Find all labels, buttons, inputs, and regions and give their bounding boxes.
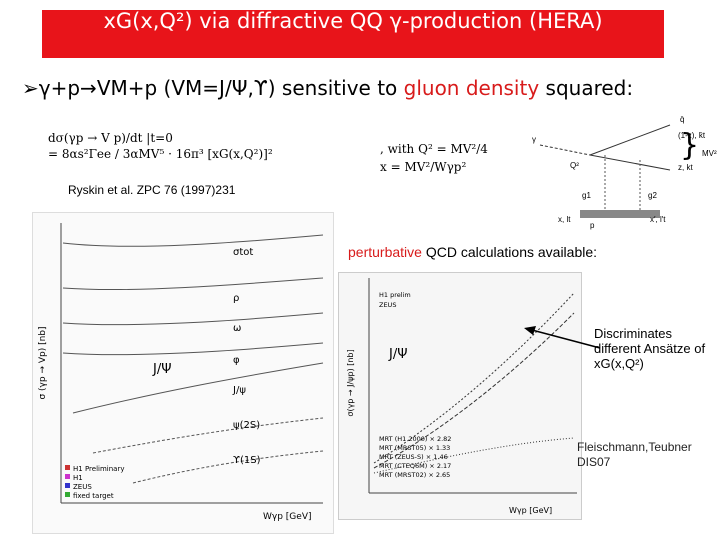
quark-line	[589, 124, 671, 156]
annotation: Discriminates different Ansätze of xG(x,…	[594, 326, 706, 371]
legend-entry: ZEUS	[73, 483, 92, 491]
curve	[62, 234, 324, 247]
x-axis-label: Wγp [GeV]	[263, 512, 312, 522]
curve	[373, 312, 575, 469]
note: perturbative QCD calculations available:	[348, 244, 597, 260]
right-plot-graphic: σ(γp → J/ψp) [nb] Wγp [GeV] J/Ψ H1 prelim ZE…	[346, 278, 577, 515]
curve-label: ϒ(1S)	[233, 455, 261, 466]
y-axis-label: σ (γp → Vp) [nb]	[38, 326, 48, 399]
formula: dσ(γp → V p)/dt |t=0 = 8αs²Γee / 3αMV⁵ ·…	[48, 130, 378, 162]
bullet-highlight: gluon density	[403, 76, 540, 100]
curve-label: ψ(2S)	[233, 420, 260, 431]
left-plot-graphic: σ (γp → Vp) [nb] Wγp [GeV] σtot ρ ω φ J/ψ ψ(2S)…	[38, 223, 324, 522]
diagram-label: (1-z), k̄t	[678, 131, 706, 140]
diagram-label: g2	[648, 191, 657, 200]
diagram-label: q̄	[680, 115, 685, 124]
feynman-diagram: } q̄ (1-z), k̄t Q² z, kt g1 g2 x, lt x′, l′t p MV…	[532, 115, 717, 230]
formula-q2: Q² = MV²/4	[418, 142, 488, 156]
curve	[132, 450, 324, 484]
diagram-label: g1	[582, 191, 591, 200]
curve	[62, 277, 324, 291]
diagram-label: z, kt	[678, 163, 693, 172]
title: xG(x,Q²) via diffractive QQ̄ γ-productio…	[42, 10, 664, 58]
bullet-marker: ➢	[22, 76, 39, 100]
curve	[373, 437, 575, 474]
legend-entry: H1 prelim	[379, 291, 411, 299]
y-axis-label: σ(γp → J/ψp) [nb]	[346, 349, 355, 416]
formula-conditions: , with Q² = MV²/4 x = MV²/Wγp²	[380, 140, 488, 176]
bullet-text: γ+p→VM+p (VM=J/Ψ,ϒ) sensitive to	[38, 76, 404, 100]
jpsi-label: J/Ψ	[152, 362, 171, 377]
note-text: QCD calculations available:	[421, 244, 598, 260]
left-plot: σ (γp → Vp) [nb] Wγp [GeV] σtot ρ ω φ J/ψ ψ(2S)…	[32, 212, 334, 534]
bullet: ➢γ+p→VM+p (VM=J/Ψ,ϒ) sensitive to gluon …	[22, 76, 662, 100]
reference: Ryskin et al. ZPC 76 (1997)231	[68, 183, 236, 197]
formula-lhs: dσ(γp → V p)/dt |t=0	[48, 131, 173, 145]
x-axis-label: Wγp [GeV]	[509, 506, 552, 515]
formula-x: x = MV²/Wγp²	[380, 160, 467, 174]
curve	[62, 312, 324, 326]
curve	[373, 292, 575, 464]
curve	[72, 362, 324, 414]
diagram-label: Q²	[570, 161, 579, 170]
legend-swatch	[65, 465, 70, 470]
note-highlight: perturbative	[348, 244, 422, 260]
diagram-label: x, lt	[558, 215, 571, 224]
legend-entry: MRT (MRST05) × 1.33	[379, 444, 450, 452]
jpsi-label: J/Ψ	[388, 347, 407, 362]
diagram-label: p	[590, 221, 595, 230]
bullet-text: squared:	[539, 76, 634, 100]
brace: }	[680, 128, 699, 163]
curve-label: ω	[233, 323, 241, 334]
legend-entry: MRT (MRST02) × 2.65	[379, 471, 450, 479]
curve-label: φ	[233, 355, 240, 366]
curve-label: σtot	[233, 247, 253, 258]
formula-with: , with	[380, 142, 415, 156]
formula-rhs: = 8αs²Γee / 3αMV⁵ · 16π³ [xG(x,Q²)]²	[48, 147, 273, 161]
legend-entry: MRT (ZEUS-S) × 1.46	[379, 453, 448, 461]
legend-entry: ZEUS	[379, 301, 396, 309]
curve-label: J/ψ	[232, 385, 246, 396]
diagram-label: x′, l′t	[650, 215, 666, 224]
arrow	[524, 326, 601, 349]
citation: Fleischmann,Teubner DIS07	[577, 440, 692, 469]
quark-line	[589, 154, 671, 171]
legend-entry: H1	[73, 474, 83, 482]
photon-line	[539, 144, 591, 156]
legend-entry: MRT (H1 2000) × 2.82	[379, 435, 451, 443]
proton-blob	[580, 210, 660, 218]
legend-entry: MRT (CTEQ6M) × 2.17	[379, 462, 451, 470]
diagram-label: γ	[532, 135, 536, 144]
diagram-label: MV²	[702, 149, 717, 158]
curve	[92, 417, 324, 454]
curve	[62, 342, 324, 356]
legend-swatch	[65, 474, 70, 479]
right-plot: σ(γp → J/ψp) [nb] Wγp [GeV] J/Ψ H1 prelim ZE…	[338, 272, 582, 520]
curve-label: ρ	[233, 293, 239, 304]
legend-entry: H1 Preliminary	[73, 465, 124, 473]
legend-swatch	[65, 492, 70, 497]
legend-swatch	[65, 483, 70, 488]
legend-entry: fixed target	[73, 492, 114, 500]
